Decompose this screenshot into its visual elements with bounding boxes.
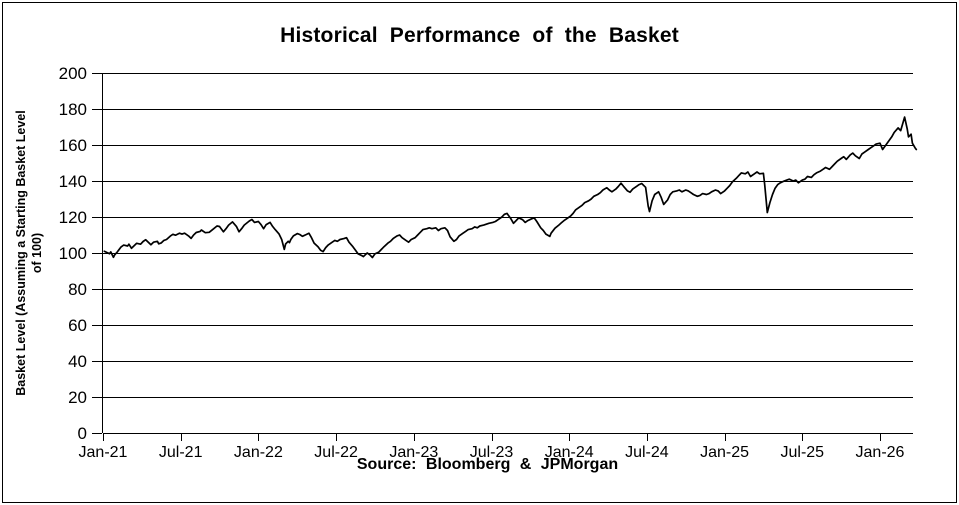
x-tick-label-Jan-24: Jan-24 [544,444,594,461]
x-tick-label-Jan-22: Jan-22 [233,444,283,461]
source-note: Source: Bloomberg & JPMorgan [356,456,619,473]
y-tick-label-40: 40 [68,352,87,371]
x-tick-Jan-21 [103,433,104,441]
x-tick-Jan-24 [569,433,571,441]
x-tick-label-Jul-22: Jul-22 [314,444,358,461]
x-tick-Jan-26 [880,433,881,441]
x-tick-label-Jan-23: Jan-23 [389,444,439,461]
y-tick-100 [92,253,102,254]
y-tick-label-160: 160 [58,136,87,155]
gridline-100 [103,253,913,254]
x-tick-Jul-22 [336,433,338,441]
x-tick-label-Jul-25: Jul-25 [780,444,825,461]
y-tick-140 [92,181,102,182]
x-tick-Jul-25 [802,433,804,441]
x-tick-Jul-23 [491,433,493,441]
y-tick-200 [92,73,102,74]
gridline-160 [103,145,913,146]
y-tick-label-100: 100 [58,244,87,263]
y-tick-40 [92,361,102,362]
y-tick-180 [92,109,102,110]
x-tick-Jul-24 [646,433,648,441]
x-tick-Jan-22 [258,433,260,441]
y-tick-label-60: 60 [68,316,87,335]
x-tick-label-Jan-25: Jan-25 [700,444,750,461]
gridline-200 [103,73,913,74]
y-tick-label-120: 120 [58,208,87,227]
x-tick-label-Jul-24: Jul-24 [625,444,669,461]
y-tick-label-200: 200 [58,64,87,83]
gridline-120 [103,217,913,218]
plot-area: 200 180 160 140 120 100 80 60 40 20 0 Jan-21 Jul-21 J… [59,65,918,461]
y-tick-80 [92,289,102,290]
gridline-140 [103,181,913,182]
basket-level-line [103,116,918,259]
x-axis-line [103,433,913,434]
y-tick-20 [92,397,102,398]
gridline-180 [103,109,913,110]
y-tick-label-80: 80 [68,280,87,299]
y-tick-label-0: 0 [77,424,87,443]
y-tick-label-180: 180 [58,100,87,119]
y-axis-title-line1: Basket Level (Assuming a Starting Basket… [14,110,28,396]
y-tick-160 [92,145,102,146]
x-tick-label-Jul-21: Jul-21 [158,444,203,461]
gridline-20 [103,397,913,398]
gridline-60 [103,325,913,326]
chart-title: Historical Performance of the Basket [280,24,679,47]
x-tick-label-Jan-26: Jan-26 [855,444,905,461]
x-tick-Jan-25 [724,433,726,441]
y-tick-60 [92,325,102,326]
y-axis-line [102,73,103,433]
y-tick-label-20: 20 [68,388,87,407]
y-tick-label-140: 140 [58,172,87,191]
gridline-40 [103,361,913,362]
x-tick-Jan-23 [413,433,415,441]
y-tick-120 [92,217,102,218]
x-tick-label-Jan-21: Jan-21 [78,444,128,461]
gridline-80 [103,289,913,290]
x-tick-Jul-21 [180,433,182,441]
x-tick-label-Jul-23: Jul-23 [469,444,514,461]
y-tick-0 [92,433,102,434]
